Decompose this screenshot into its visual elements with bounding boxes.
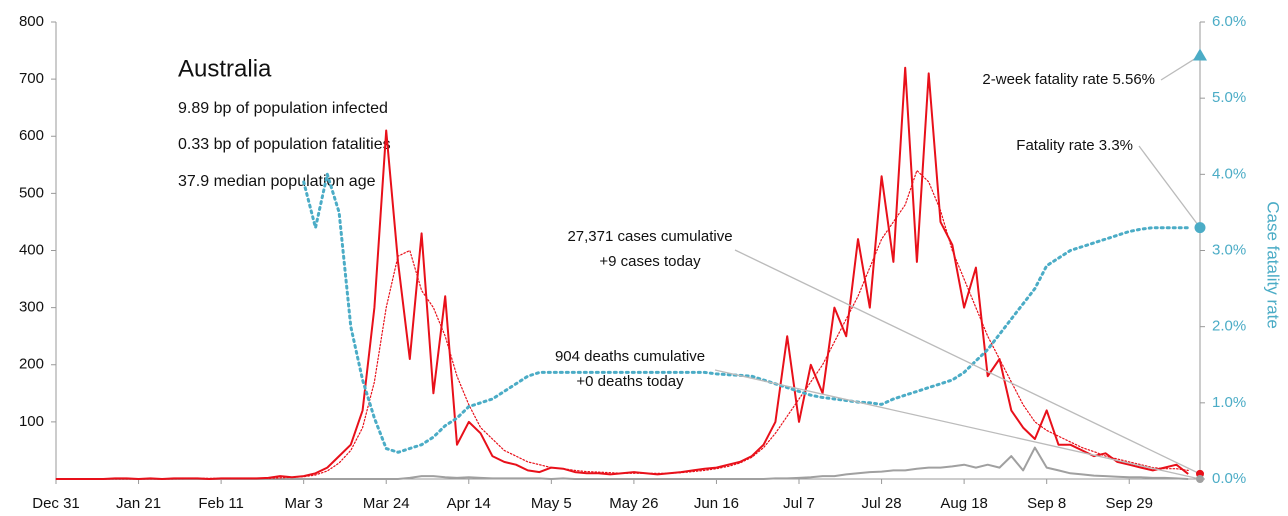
- x-tick-label: May 5: [531, 495, 572, 512]
- x-tick-label: Dec 31: [32, 495, 80, 512]
- annotation: 2-week fatality rate 5.56%: [982, 71, 1155, 88]
- y-tick-label: 500: [19, 184, 44, 201]
- x-tick-label: Jun 16: [694, 495, 739, 512]
- y-tick-label: 300: [19, 299, 44, 316]
- chart-title: Australia: [178, 55, 272, 82]
- y2-tick-label: 6.0%: [1212, 13, 1246, 30]
- x-tick-label: Jan 21: [116, 495, 161, 512]
- series-line: [55, 169, 1189, 480]
- series-line: [56, 66, 1189, 480]
- y-tick-label: 100: [19, 413, 44, 430]
- leader-line: [1138, 145, 1201, 229]
- x-tick-label: Aug 18: [940, 495, 988, 512]
- leader-line: [1160, 54, 1201, 81]
- subtitle: 0.33 bp of population fatalities: [178, 136, 391, 153]
- x-tick-label: Feb 11: [198, 495, 244, 512]
- x-tick-label: May 26: [609, 495, 658, 512]
- subtitle: 9.89 bp of population infected: [178, 100, 388, 117]
- annotation: Fatality rate 3.3%: [1016, 137, 1133, 154]
- y-tick-label: 800: [19, 13, 44, 30]
- y2-tick-label: 1.0%: [1212, 394, 1246, 411]
- annotation: 27,371 cases cumulative: [567, 228, 732, 245]
- y-tick-label: 200: [19, 356, 44, 373]
- y-tick-label: 700: [19, 70, 44, 87]
- annotation: +9 cases today: [599, 253, 701, 270]
- end-marker: [1193, 48, 1207, 61]
- end-marker: [1196, 475, 1204, 483]
- y-tick-label: 400: [19, 241, 44, 258]
- subtitle: 37.9 median population age: [178, 173, 376, 190]
- x-tick-label: Mar 3: [284, 495, 322, 512]
- x-tick-label: Jul 28: [862, 495, 902, 512]
- y2-tick-label: 2.0%: [1212, 318, 1246, 335]
- leader-line: [734, 249, 1201, 475]
- x-tick-label: Sep 8: [1027, 495, 1066, 512]
- y2-tick-label: 4.0%: [1212, 165, 1246, 182]
- x-tick-label: Sep 29: [1105, 495, 1153, 512]
- y2-tick-label: 5.0%: [1212, 89, 1246, 106]
- leader-line: [714, 369, 1201, 480]
- x-tick-label: Mar 24: [363, 495, 410, 512]
- end-marker: [1194, 222, 1206, 234]
- y2-tick-label: 3.0%: [1212, 241, 1246, 258]
- annotation: +0 deaths today: [576, 373, 684, 390]
- x-tick-label: Apr 14: [447, 495, 491, 512]
- y-tick-label: 600: [19, 127, 44, 144]
- x-tick-label: Jul 7: [783, 495, 815, 512]
- annotation: 904 deaths cumulative: [555, 348, 705, 365]
- y2-tick-label: 0.0%: [1212, 470, 1246, 487]
- series-line: [302, 172, 1190, 454]
- y2-axis-label: Case fatality rate: [1264, 201, 1283, 329]
